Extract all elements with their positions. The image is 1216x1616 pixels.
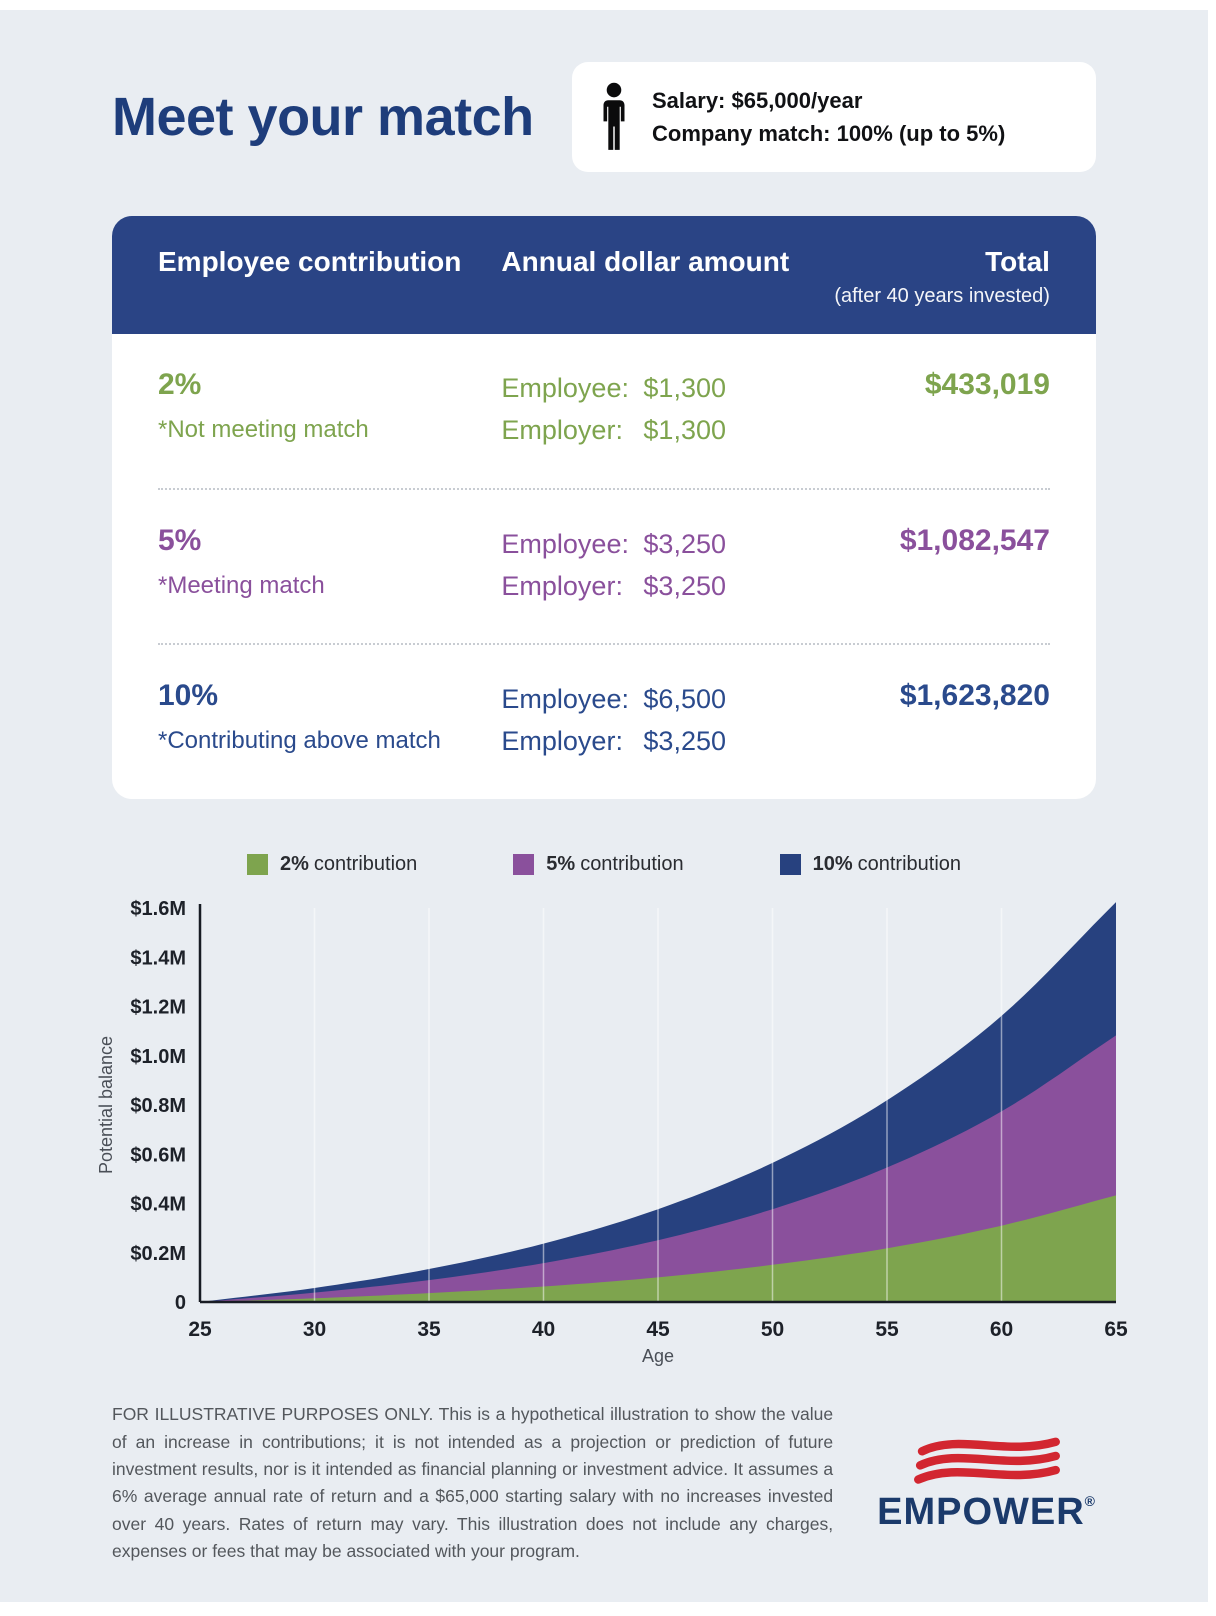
contribution-pct: 5% — [158, 523, 202, 557]
infographic-page: Meet your match Salary: $65,000/year Com… — [0, 10, 1208, 1602]
x-tick-label: 50 — [761, 1318, 784, 1341]
total-value: $1,082,547 — [899, 523, 1050, 557]
logo-wordmark: EMPOWER ® — [877, 1490, 1096, 1533]
y-tick-label: $0.8M — [130, 1095, 186, 1117]
header-total: Total (after 40 years invested) — [800, 246, 1050, 308]
employee-amount-line: Employee: $3,250 — [501, 528, 726, 559]
page-title: Meet your match — [112, 87, 534, 147]
salary-text: Salary: $65,000/year — [652, 88, 863, 113]
legend-swatch-green — [246, 854, 268, 876]
row-divider — [158, 487, 1050, 490]
header-total-label: Total — [985, 246, 1050, 277]
company-match-text: Company match: 100% (up to 5%) — [652, 121, 1006, 146]
y-tick-label: $1.4M — [130, 947, 186, 969]
row-divider — [158, 643, 1050, 646]
employee-amount-line: Employee: $1,300 — [501, 373, 726, 403]
total-value: $433,019 — [924, 368, 1050, 401]
employer-amount-line: Employer: $1,300 — [501, 414, 726, 445]
x-axis-title: Age — [642, 1346, 674, 1366]
y-tick-label: $1.0M — [130, 1046, 186, 1068]
table-header-row: Employee contribution Annual dollar amou… — [112, 216, 1096, 334]
legend-item-5pct: 5% contribution — [513, 853, 684, 876]
legend-item-10pct: 10% contribution — [779, 853, 961, 876]
header-employee-contribution: Employee contribution — [158, 246, 462, 277]
disclaimer-text: FOR ILLUSTRATIVE PURPOSES ONLY. This is … — [112, 1404, 834, 1562]
table-row: 2% *Not meeting match Employee: $1,300 Em… — [112, 334, 1096, 488]
x-tick-label: 35 — [417, 1318, 441, 1341]
chart-legend: 2% contribution 5% contribution 10% contrib… — [0, 853, 1208, 876]
logo-waves-icon — [907, 1436, 1067, 1491]
salary-info-lines: Salary: $65,000/year Company match: 100%… — [652, 84, 1005, 150]
legend-swatch-navy — [779, 854, 801, 876]
legend-item-2pct: 2% contribution — [246, 853, 417, 876]
x-tick-label: 25 — [188, 1318, 212, 1341]
contribution-table: Employee contribution Annual dollar amou… — [112, 216, 1096, 800]
x-tick-label: 65 — [1104, 1318, 1128, 1341]
growth-chart-svg: 0 $0.2M $0.4M $0.6M $0.8M $1.0M $1.2M $1.4M $1.6… — [96, 898, 1128, 1366]
contribution-pct: 10% — [158, 679, 219, 713]
y-tick-label: 0 — [175, 1292, 186, 1314]
x-tick-label: 40 — [532, 1318, 555, 1341]
registered-mark: ® — [1084, 1492, 1096, 1509]
employer-amount-line: Employer: $3,250 — [501, 726, 726, 757]
footer: FOR ILLUSTRATIVE PURPOSES ONLY. This is … — [0, 1401, 1208, 1566]
y-tick-label: $1.2M — [130, 997, 186, 1019]
header-annual-dollar-amount: Annual dollar amount — [501, 246, 790, 277]
table-row: 5% *Meeting match Employee: $3,250 Employ… — [112, 490, 1096, 644]
y-tick-label: $0.2M — [130, 1243, 186, 1265]
empower-logo: EMPOWER ® — [877, 1436, 1096, 1531]
salary-info-card: Salary: $65,000/year Company match: 100%… — [572, 62, 1096, 172]
employer-amount-line: Employer: $3,250 — [501, 570, 726, 601]
contribution-note: *Contributing above match — [158, 727, 441, 755]
header: Meet your match Salary: $65,000/year Com… — [0, 62, 1208, 172]
table-section: Employee contribution Annual dollar amou… — [0, 216, 1208, 800]
y-tick-label: $0.6M — [130, 1144, 186, 1166]
x-tick-label: 55 — [875, 1318, 899, 1341]
contribution-pct: 2% — [158, 368, 202, 401]
table-row: 10% *Contributing above match Employee: $… — [112, 645, 1096, 799]
person-icon — [596, 82, 632, 152]
y-tick-label: $0.4M — [130, 1194, 186, 1216]
contribution-note: *Meeting match — [158, 571, 325, 599]
x-tick-label: 30 — [303, 1318, 326, 1341]
y-tick-label: $1.6M — [130, 898, 186, 920]
y-axis-title: Potential balance — [96, 1036, 116, 1174]
x-tick-label: 45 — [646, 1318, 670, 1341]
x-tick-label: 60 — [990, 1318, 1013, 1341]
legend-swatch-purple — [513, 854, 535, 876]
employee-amount-line: Employee: $6,500 — [501, 684, 726, 715]
growth-chart: 0 $0.2M $0.4M $0.6M $0.8M $1.0M $1.2M $1.4M $1.6… — [0, 890, 1208, 1375]
contribution-note: *Not meeting match — [158, 416, 369, 443]
header-total-sublabel: (after 40 years invested) — [834, 285, 1050, 307]
total-value: $1,623,820 — [899, 679, 1050, 713]
